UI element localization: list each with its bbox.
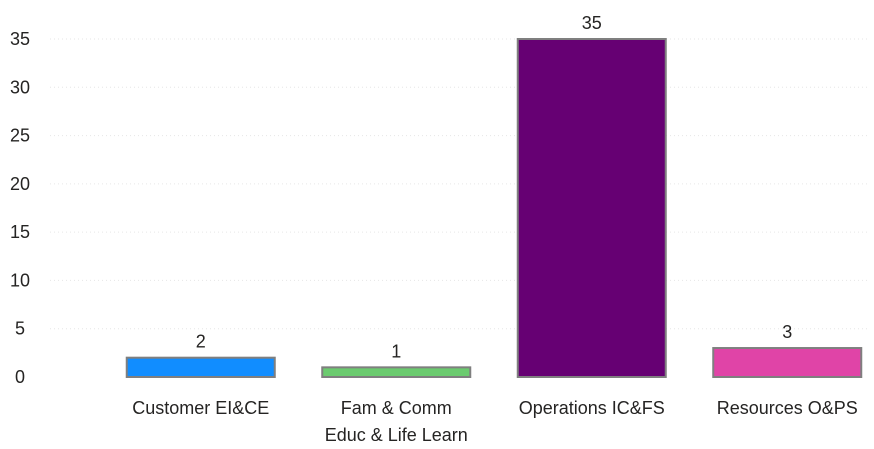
data-labels: 2 1 35 3 bbox=[196, 13, 793, 361]
gridlines bbox=[50, 38, 870, 330]
y-tick-label: 5 bbox=[15, 319, 25, 339]
y-tick-label: 20 bbox=[10, 174, 30, 194]
bar[interactable] bbox=[516, 38, 667, 378]
x-category-label-line: Operations IC&FS bbox=[519, 398, 665, 418]
y-axis-tick-labels: 0 5 10 15 20 25 30 35 bbox=[10, 29, 30, 387]
bar[interactable] bbox=[712, 347, 863, 378]
data-label: 35 bbox=[582, 13, 602, 33]
y-tick-label: 25 bbox=[10, 126, 30, 146]
x-category-label-line: Customer EI&CE bbox=[132, 398, 269, 418]
x-category-label: Customer EI&CE bbox=[132, 398, 269, 418]
y-tick-label: 10 bbox=[10, 270, 30, 290]
data-label: 2 bbox=[196, 332, 206, 352]
x-category-label-line: Fam & Comm bbox=[341, 398, 452, 418]
y-tick-label: 15 bbox=[10, 222, 30, 242]
x-category-label-line: Educ & Life Learn bbox=[325, 425, 468, 445]
bars bbox=[125, 38, 863, 379]
x-category-label: Resources O&PS bbox=[717, 398, 858, 418]
y-tick-label: 0 bbox=[15, 367, 25, 387]
bar[interactable] bbox=[125, 356, 276, 378]
data-label: 3 bbox=[782, 322, 792, 342]
x-category-label-line: Resources O&PS bbox=[717, 398, 858, 418]
bar[interactable] bbox=[321, 366, 472, 379]
x-category-label: Fam & Comm Educ & Life Learn bbox=[325, 398, 468, 445]
x-axis-category-labels: Customer EI&CE Fam & Comm Educ & Life Lear… bbox=[132, 398, 858, 445]
data-label: 1 bbox=[391, 341, 401, 361]
y-tick-label: 30 bbox=[10, 77, 30, 97]
y-tick-label: 35 bbox=[10, 29, 30, 49]
x-category-label: Operations IC&FS bbox=[519, 398, 665, 418]
